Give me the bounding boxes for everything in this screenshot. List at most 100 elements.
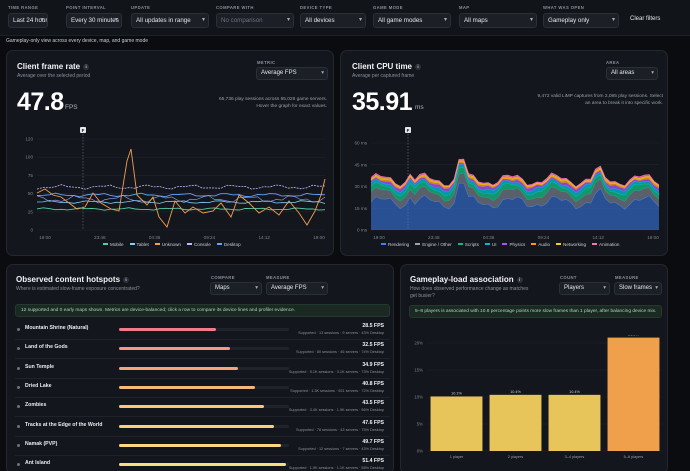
bar-value-label: 21.0% (628, 335, 639, 337)
hotspot-bar-track (119, 424, 289, 428)
y-tick-label: 0 ms (357, 228, 368, 233)
association-measure-select[interactable]: Slow frames ▾ (614, 282, 662, 295)
legend-item[interactable]: UI (491, 242, 497, 247)
bar[interactable] (548, 394, 601, 451)
filter-select[interactable]: No comparison ▾ (216, 13, 294, 28)
legend-item[interactable]: Animation (599, 242, 620, 247)
hotspot-row[interactable]: Land of the Gods 32.5 FPS Supported · 80 s… (15, 340, 390, 360)
row-dot (17, 443, 20, 447)
legend-item[interactable]: Networking (563, 242, 587, 247)
metric-label: METRIC (257, 60, 276, 65)
bar-value-label: 10.4% (510, 390, 521, 394)
y-tick-label: 30 ms (354, 184, 367, 189)
bar[interactable] (489, 394, 542, 451)
info-icon[interactable]: i (516, 277, 523, 283)
area-select[interactable]: All areas ▾ (606, 67, 658, 80)
legend-swatch (186, 243, 192, 246)
legend-item[interactable]: Engine / Other (422, 242, 452, 247)
hotspot-bar-track (119, 347, 289, 351)
filter-map: MAP All maps ▾ (459, 5, 537, 28)
filter-value: All devices (305, 17, 335, 24)
filter-select[interactable]: All devices ▾ (300, 13, 366, 28)
row-dot (17, 405, 20, 409)
series-line (36, 200, 326, 204)
filter-game-mode: GAME MODE All game modes ▾ (373, 5, 451, 28)
legend-item[interactable]: Tablet (136, 242, 149, 247)
info-icon[interactable]: i (83, 64, 90, 70)
legend-item[interactable]: Scripts (464, 242, 479, 247)
legend-item[interactable]: Console (193, 242, 211, 247)
filter-select[interactable]: Last 24 hours ▾ (8, 13, 48, 28)
legend-swatch (154, 243, 160, 246)
cpu-time-chart[interactable]: 60 ms 45 ms 30 ms 15 ms 0 ms 19:00 23:48 04:36 0… (341, 123, 668, 256)
hotspot-value: 51.4 FPS (362, 458, 384, 465)
hotspot-bar-track (119, 328, 289, 331)
hotspot-row[interactable]: Mountain Shrine (Natural) 28.5 FPS Support… (15, 321, 390, 340)
y-tick-label: 75 (28, 173, 34, 178)
legend-item[interactable]: Desktop (223, 242, 241, 247)
info-icon[interactable]: i (415, 64, 422, 70)
hotspot-meta: Supported · 78 sessions · 43 servers · 7… (295, 427, 384, 432)
filter-select[interactable]: Every 30 minutes ▾ (66, 13, 122, 28)
association-chart[interactable]: 20% 15% 10% 5% 0% 10.1% 1 player 10.4% 2 players… (401, 335, 668, 471)
hotspots-subtitle: Where is estimated slow-frame exposure c… (16, 286, 140, 292)
hotspot-row[interactable]: Dried Lake 40.8 FPS Supported · 1.3K sessi… (15, 379, 390, 398)
legend-swatch (415, 243, 421, 246)
association-title-text: Gameplay-load association (410, 275, 514, 284)
filter-point-interval: POINT INTERVAL Every 30 minutes ▾ (66, 5, 122, 28)
count-select[interactable]: Players ▾ (559, 282, 610, 295)
hotspot-row[interactable]: Tracks at the Edge of the World 47.6 FPS S… (15, 418, 390, 437)
info-icon[interactable]: i (123, 277, 130, 283)
compare-label: COMPARE (211, 275, 235, 280)
legend-item[interactable]: Unknown (161, 242, 181, 247)
hotspot-row[interactable]: Namak (PVP) 49.7 FPS Supported · 12 sessio… (15, 437, 390, 456)
chevron-down-icon: ▾ (321, 70, 324, 76)
compare-select[interactable]: Maps ▾ (210, 282, 262, 295)
chevron-down-icon: ▾ (651, 70, 654, 76)
filter-value: All updates in range (136, 17, 191, 24)
hotspot-name: Dried Lake (25, 382, 52, 389)
chevron-down-icon: ▾ (611, 17, 615, 23)
row-dot (17, 366, 20, 370)
clear-filters-button[interactable]: Clear filters (630, 16, 661, 22)
bar[interactable] (430, 396, 483, 451)
hotspots-title-text: Observed content hotspots (16, 275, 121, 284)
association-panel: Gameplay-load association i How does obse… (400, 264, 668, 471)
legend-item[interactable]: Rendering (388, 242, 410, 247)
hotspot-value: 28.5 FPS (362, 323, 384, 329)
frame-rate-chart[interactable]: 120 100 75 50 25 0 19:00 23:48 04:36 09:24 14:12 19… (7, 123, 334, 256)
association-measure-select-value: Slow frames (619, 285, 653, 291)
area-label: AREA (606, 60, 620, 65)
measure-select[interactable]: Average FPS ▾ (266, 282, 328, 295)
filter-select[interactable]: All updates in range ▾ (131, 13, 209, 28)
filter-select[interactable]: All maps ▾ (459, 13, 537, 28)
legend-swatch (457, 243, 463, 246)
hotspot-bar (119, 405, 264, 409)
hotspots-note: 12 supported and 0 early maps shown. Met… (15, 304, 390, 317)
hotspot-bar (119, 347, 230, 351)
filter-select[interactable]: Gameplay only ▾ (543, 13, 619, 28)
legend-item[interactable]: Physics (509, 242, 526, 247)
filter-value: No comparison (221, 17, 263, 24)
legend-item[interactable]: Mobile (110, 242, 124, 247)
frame-rate-title: Client frame rate i (17, 62, 90, 71)
filter-what-was-open: WHAT WAS OPEN Gameplay only ▾ (543, 5, 619, 28)
update-marker[interactable] (405, 127, 411, 133)
association-title: Gameplay-load association i (410, 275, 523, 284)
bar[interactable] (607, 337, 660, 451)
filter-select[interactable]: All game modes ▾ (373, 13, 451, 28)
legend-item[interactable]: Audio (538, 242, 551, 247)
association-measure-label: MEASURE (615, 275, 639, 280)
x-tick-label: 23:48 (94, 235, 106, 240)
cpu-value: 35.91 (352, 88, 413, 116)
metric-select[interactable]: Average FPS ▾ (256, 67, 328, 80)
hotspot-row[interactable]: Sun Temple 34.9 FPS Supported · 5.1K sessi… (15, 360, 390, 379)
update-marker-label: F (407, 128, 410, 133)
filter-label: UPDATE (131, 5, 151, 10)
y-tick-label: 120 (25, 137, 33, 142)
hotspot-meta: Supported · 3.4K sessions · 1.9K servers… (288, 408, 384, 413)
frame-rate-legend: Mobile Tablet Unknown Console Desktop (97, 242, 241, 247)
update-marker[interactable] (80, 127, 86, 133)
hotspot-row[interactable]: Zombies 43.5 FPS Supported · 3.4K sessions… (15, 398, 390, 418)
hotspot-row[interactable]: Ant Island 51.4 FPS Supported · 1.9K sessi… (15, 456, 390, 471)
